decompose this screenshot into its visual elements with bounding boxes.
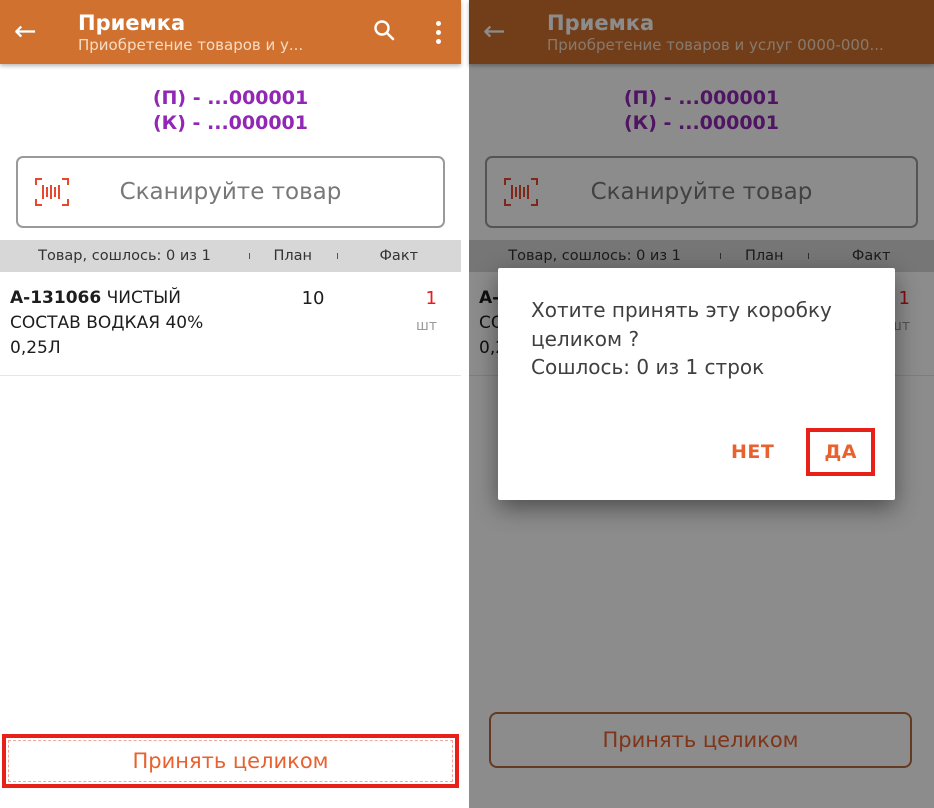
barcode-icon (503, 177, 539, 207)
scan-placeholder: Сканируйте товар (590, 179, 813, 205)
table-header: Товар, сошлось: 0 из 1 План Факт (0, 240, 461, 272)
item-fact-qty: 1 (425, 288, 437, 309)
yes-button-highlight-box: ДА (806, 428, 875, 476)
accept-button-highlight-box: Принять целиком (2, 734, 459, 788)
left-appbar-actions (372, 18, 441, 46)
dialog-yes-button[interactable]: ДА (824, 441, 857, 463)
row-divider (0, 375, 461, 376)
table-header-fact: Факт (808, 248, 934, 264)
left-screen: ← Приемка Приобретение товаров и у... (П… (0, 0, 461, 808)
right-appbar: ← Приемка Приобретение товаров и услуг 0… (469, 0, 934, 64)
page-subtitle: Приобретение товаров и услуг 0000-000... (547, 35, 884, 54)
right-appbar-titles: Приемка Приобретение товаров и услуг 000… (547, 11, 922, 54)
pallet-code: (П) - ...000001 (623, 87, 780, 109)
box-code: (К) - ...000001 (153, 112, 308, 134)
dialog-actions: НЕТ ДА (731, 428, 875, 476)
back-arrow-icon[interactable]: ← (14, 16, 37, 47)
left-appbar-titles: Приемка Приобретение товаров и у... (78, 11, 372, 54)
page-title: Приемка (78, 10, 186, 35)
menu-kebab-icon[interactable] (436, 20, 441, 44)
confirm-dialog: Хотите принять эту коробку целиком ? Сош… (498, 268, 895, 500)
box-code: (К) - ...000001 (624, 112, 779, 134)
item-fact: 1 шт (337, 286, 461, 361)
item-title: ЧИСТЫЙ СОСТАВ ВОДКАЯ 40% 0,25Л (10, 288, 204, 358)
item-plan-qty: 10 (301, 288, 325, 309)
accept-whole-button[interactable]: Принять целиком (489, 712, 912, 768)
item-code: А-131066 (10, 288, 102, 308)
pallet-code: (П) - ...000001 (152, 87, 309, 109)
document-codes: (П) - ...000001 (К) - ...000001 (469, 86, 934, 136)
left-appbar: ← Приемка Приобретение товаров и у... (0, 0, 461, 64)
accept-whole-button[interactable]: Принять целиком (8, 740, 453, 782)
scan-field[interactable]: Сканируйте товар (16, 156, 445, 228)
dialog-no-button[interactable]: НЕТ (731, 441, 775, 463)
barcode-icon (34, 177, 70, 207)
right-screen: ← Приемка Приобретение товаров и услуг 0… (469, 0, 934, 808)
item-name: А-131066 ЧИСТЫЙ СОСТАВ ВОДКАЯ 40% 0,25Л (0, 286, 230, 361)
item-unit: шт (416, 318, 437, 334)
document-codes: (П) - ...000001 (К) - ...000001 (0, 86, 461, 136)
page-subtitle: Приобретение товаров и у... (78, 35, 304, 54)
page-title: Приемка (547, 10, 655, 35)
table-header-plan: План (248, 248, 337, 264)
table-header-fact: Факт (336, 248, 461, 264)
search-icon[interactable] (372, 18, 396, 46)
table-header-product: Товар, сошлось: 0 из 1 (508, 248, 681, 264)
scan-field[interactable]: Сканируйте товар (485, 156, 918, 228)
table-header-product: Товар, сошлось: 0 из 1 (38, 248, 211, 264)
scan-placeholder: Сканируйте товар (119, 179, 342, 205)
table-header-plan: План (720, 248, 808, 264)
item-fact-qty: 1 (898, 288, 910, 309)
dialog-status: Сошлось: 0 из 1 строк (531, 355, 765, 379)
back-arrow-icon[interactable]: ← (483, 16, 506, 47)
table-header: Товар, сошлось: 0 из 1 План Факт (469, 240, 934, 272)
table-row[interactable]: А-131066 ЧИСТЫЙ СОСТАВ ВОДКАЯ 40% 0,25Л … (0, 272, 461, 361)
dialog-question: Хотите принять эту коробку целиком ? (531, 298, 832, 351)
